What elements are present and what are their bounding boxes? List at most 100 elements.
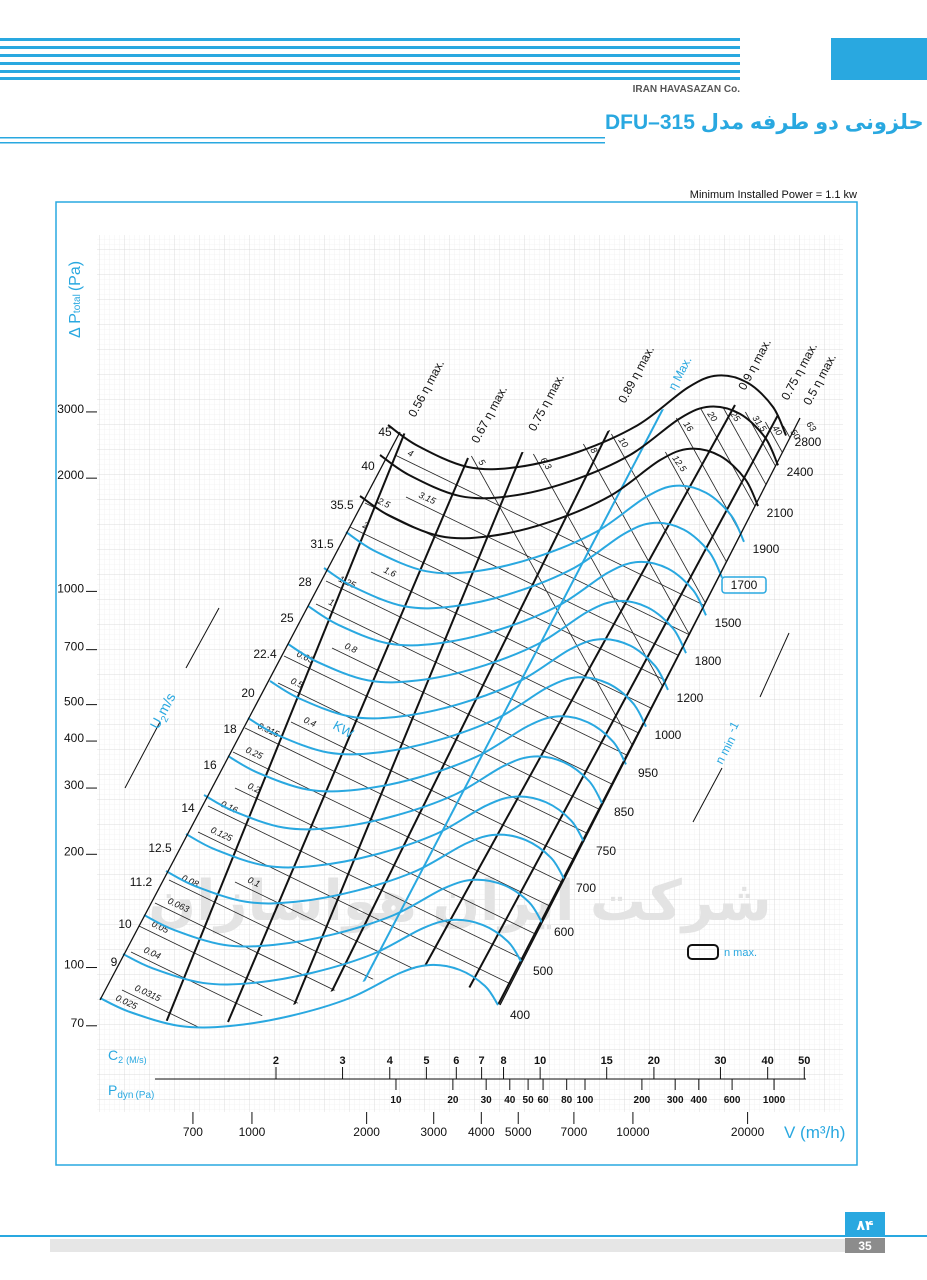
c2-tick-label: 10 — [534, 1055, 546, 1067]
u2-label: 14 — [181, 801, 195, 815]
power-label: 10 — [616, 435, 630, 449]
u2-label: 18 — [223, 722, 237, 736]
pdyn-tick-label: 600 — [724, 1095, 741, 1106]
title-rule — [0, 137, 605, 139]
header-stripes — [0, 38, 927, 80]
c2-tick-label: 4 — [387, 1055, 394, 1067]
u2-label: 20 — [241, 686, 255, 700]
efficiency-line — [361, 404, 666, 986]
pdyn-tick-label: 200 — [634, 1095, 651, 1106]
speed-curve — [227, 715, 627, 793]
speed-curve — [203, 755, 603, 831]
c2-tick-label: 6 — [453, 1055, 459, 1067]
power-line — [665, 451, 800, 979]
power-label: 5 — [476, 457, 488, 468]
power-label: 1.6 — [382, 565, 398, 579]
efficiency-line — [329, 417, 616, 996]
footer-rule — [0, 1235, 927, 1237]
efficiency-line — [289, 445, 526, 1016]
power-label: 1 — [327, 597, 336, 608]
speed-label: 1700 — [731, 578, 758, 592]
speed-label: 950 — [638, 766, 658, 780]
c2-tick-label: 50 — [798, 1055, 810, 1067]
speed-label: 600 — [554, 925, 574, 939]
speed-curve — [165, 833, 565, 905]
u2-label: 10 — [118, 917, 132, 931]
c2-tick-label: 7 — [479, 1055, 485, 1067]
c2-tick-label: 3 — [339, 1055, 345, 1067]
speed-label: 2400 — [787, 465, 814, 479]
u2-label: 25 — [280, 611, 294, 625]
chart-frame — [55, 201, 858, 1166]
speed-label: 1800 — [695, 654, 722, 668]
power-label: 4 — [406, 448, 415, 459]
pdyn-tick-label: 300 — [667, 1095, 684, 1106]
speed-curve — [323, 521, 723, 610]
speed-label: 2800 — [795, 435, 822, 449]
page-title: منحنی عملکرد هواکش حلزونی دو طرفه مدل DF… — [605, 111, 927, 134]
u2-label: 11.2 — [130, 875, 153, 889]
speed-label: 1900 — [753, 542, 780, 556]
legend-label: n max. — [724, 947, 757, 959]
legend-swatch — [687, 944, 719, 960]
x-tick-label: 10000 — [616, 1125, 650, 1139]
x-tick-label: 7000 — [561, 1125, 588, 1139]
u2-label: 16 — [203, 758, 217, 772]
c2-tick-label: 15 — [601, 1055, 613, 1067]
grid-paper — [97, 235, 843, 1112]
c2-title: C2 (M/s) — [108, 1047, 147, 1065]
speed-curve — [307, 560, 707, 647]
pdyn-title: Pdyn (Pa) — [108, 1082, 154, 1101]
speed-curve — [269, 638, 669, 720]
u2-label: 35.5 — [330, 498, 354, 512]
x-tick-label: 700 — [183, 1125, 203, 1139]
y-tick-label: 300 — [64, 778, 84, 792]
speed-curve — [345, 484, 745, 575]
pdyn-tick-label: 60 — [538, 1095, 550, 1106]
y-tick-label: 100 — [64, 958, 84, 972]
power-line — [130, 951, 564, 1028]
speed-curve — [185, 795, 585, 869]
c2-subscript: 2 — [118, 1055, 123, 1065]
pdyn-tick-label: 10 — [390, 1095, 402, 1106]
x-tick-label: 2000 — [353, 1125, 380, 1139]
x-tick-label: 5000 — [505, 1125, 532, 1139]
y-tick-label: 1000 — [57, 581, 84, 595]
speed-label: 2100 — [767, 506, 794, 520]
power-line — [700, 407, 800, 935]
x-tick-label: 4000 — [468, 1125, 495, 1139]
speed-curve — [143, 878, 543, 948]
power-label: 40 — [770, 423, 784, 437]
speed-label: 500 — [533, 964, 553, 978]
page-number-fa: ۸۴ — [856, 1217, 874, 1233]
page-number: 35 — [858, 1239, 872, 1253]
power-label: 0.2 — [246, 781, 262, 795]
efficiency-line — [164, 431, 406, 1026]
c2-symbol: C — [108, 1047, 118, 1063]
speed-label: 1500 — [715, 616, 742, 630]
pdyn-tick-label: 40 — [504, 1095, 516, 1106]
c2-tick-label: 5 — [423, 1055, 429, 1067]
u2-label: 31.5 — [310, 537, 334, 551]
boundaries — [99, 417, 801, 1006]
pdyn-tick-label: 80 — [561, 1095, 573, 1106]
y-axis-symbol: Δ P — [67, 313, 84, 338]
y-tick-label: 70 — [71, 1016, 85, 1030]
u2-label: 12.5 — [148, 841, 172, 855]
power-line — [676, 417, 800, 945]
c2-tick-label: 30 — [714, 1055, 726, 1067]
pdyn-subscript: dyn — [117, 1090, 133, 1101]
pdyn-tick-label: 50 — [523, 1095, 535, 1106]
speed-curve — [387, 374, 787, 471]
x-tick-label: 3000 — [420, 1125, 447, 1139]
power-line — [121, 989, 555, 1028]
page-box — [845, 1212, 885, 1237]
power-label: 8 — [588, 445, 599, 455]
speed-label: 700 — [576, 881, 596, 895]
pdyn-tick-label: 100 — [577, 1095, 594, 1106]
pdyn-tick-label: 20 — [447, 1095, 459, 1106]
speed-label: 850 — [614, 805, 634, 819]
y-tick-label: 2000 — [57, 468, 84, 482]
